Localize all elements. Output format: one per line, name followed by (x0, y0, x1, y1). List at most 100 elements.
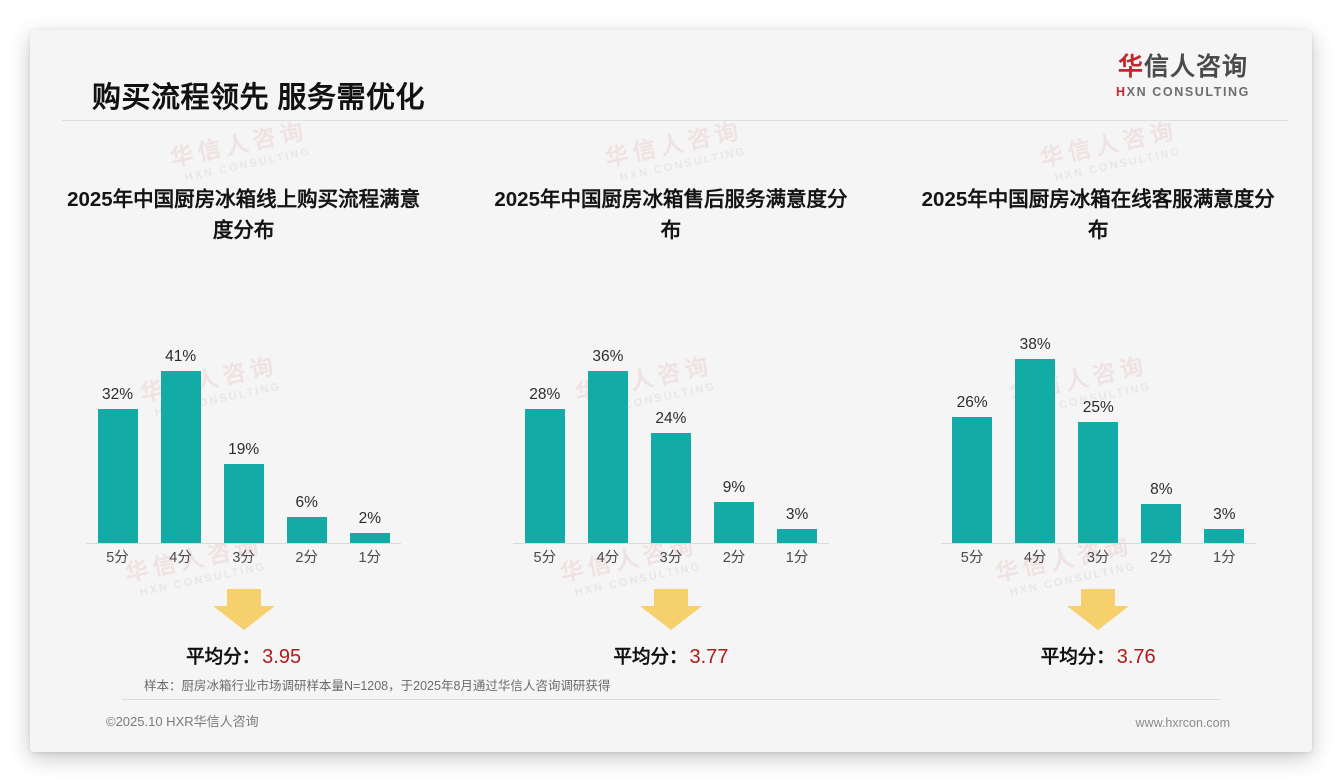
logo-cn-rest: 信人咨询 (1144, 53, 1249, 81)
logo-cn-first-char: 华 (1117, 53, 1144, 81)
slide-canvas: 华信人咨询 HXN CONSULTING 华信人咨询 HXN CONSULTIN… (30, 30, 1312, 752)
x-axis-tick-label: 4分 (1023, 550, 1047, 566)
bar-item[interactable]: 41% (149, 291, 212, 543)
bar-rect[interactable] (97, 409, 138, 543)
bar-item[interactable]: 24% (639, 291, 702, 543)
x-axis-line (940, 543, 1256, 544)
bar-value-label: 3% (1213, 505, 1236, 523)
average-score: 平均分： 3.76 (899, 643, 1298, 669)
x-axis-tick-label: 4分 (169, 550, 192, 566)
x-axis-tick-label: 2分 (722, 550, 746, 566)
bar-value-label: 6% (295, 493, 318, 511)
average-label: 平均分： (1040, 646, 1115, 667)
arrow-head (1067, 606, 1130, 630)
bar-rect[interactable] (952, 417, 993, 543)
bar-item[interactable]: 26% (941, 291, 1004, 543)
bar-item[interactable]: 38% (1004, 291, 1067, 543)
bar-value-label: 2% (358, 509, 381, 527)
arrow-head (212, 606, 275, 630)
x-axis-labels: 5分 4分 3分 2分 1分 (86, 546, 401, 567)
bar-rect[interactable] (650, 433, 691, 543)
bar-item[interactable]: 25% (1067, 291, 1130, 543)
chart-title: 2025年中国厨房冰箱线上购买流程满意度分布 (67, 188, 421, 242)
bar-item[interactable]: 32% (86, 291, 149, 543)
x-axis-tick-label: 3分 (659, 550, 683, 566)
bar-rect[interactable] (777, 529, 818, 543)
arrow-stem (653, 589, 688, 606)
logo-en-first-char: H (1116, 85, 1127, 99)
bar-group: 28% 36% 24% 9% (513, 291, 828, 543)
bar-rect[interactable] (286, 517, 327, 543)
bar-value-label: 36% (592, 347, 624, 365)
average-value: 3.95 (262, 646, 302, 668)
average-score: 平均分： 3.77 (471, 643, 870, 669)
down-arrow-container (44, 586, 443, 634)
bar-value-label: 8% (1150, 480, 1173, 498)
copyright-text: ©2025.10 HXR华信人咨询 (106, 714, 259, 729)
charts-row: 2025年中国厨房冰箱线上购买流程满意度分布 32% 41% 19% (30, 130, 1312, 669)
arrow-head (639, 606, 702, 630)
x-axis-tick-label: 1分 (1213, 550, 1236, 566)
x-axis-tick-label: 2分 (295, 550, 318, 566)
x-axis-tick-label: 5分 (533, 550, 557, 566)
header-divider (62, 120, 1288, 121)
bar-rect[interactable] (1078, 422, 1119, 543)
bar-value-label: 28% (529, 385, 561, 403)
chart-column-2: 2025年中国厨房冰箱售后服务满意度分布 28% 36% 24% (457, 130, 884, 669)
bar-rect[interactable] (1015, 359, 1056, 543)
average-label: 平均分： (613, 646, 688, 667)
arrow-stem (1081, 589, 1116, 606)
bar-item[interactable]: 19% (212, 291, 275, 543)
x-axis-tick-label: 1分 (785, 550, 809, 566)
bar-item[interactable]: 9% (702, 291, 765, 543)
bar-rect[interactable] (1141, 504, 1182, 543)
average-value: 3.76 (1116, 646, 1156, 668)
average-score: 平均分： 3.95 (44, 643, 443, 669)
x-axis-line (86, 543, 402, 544)
x-axis-tick-label: 4分 (596, 550, 620, 566)
bar-item[interactable]: 3% (1193, 291, 1256, 543)
bar-rect[interactable] (349, 533, 390, 543)
average-value: 3.77 (689, 646, 729, 668)
bar-rect[interactable] (714, 502, 754, 543)
down-arrow-container (899, 586, 1298, 634)
logo-english-text: HXN CONSULTING (1098, 85, 1268, 99)
x-axis-tick-label: 3分 (232, 550, 255, 566)
bar-value-label: 32% (102, 385, 134, 403)
bar-value-label: 9% (722, 478, 746, 496)
x-axis-tick-label: 1分 (358, 550, 382, 566)
x-axis-tick-label: 3分 (1086, 550, 1110, 566)
arrow-stem (226, 589, 261, 606)
logo-chinese-text: 华信人咨询 (1098, 52, 1268, 82)
chart-column-1: 2025年中国厨房冰箱线上购买流程满意度分布 32% 41% 19% (30, 130, 457, 669)
bar-chart-2: 28% 36% 24% 9% (513, 284, 829, 566)
bar-group: 26% 38% 25% 8% (941, 291, 1256, 543)
bar-rect[interactable] (160, 371, 201, 543)
bar-rect[interactable] (524, 409, 565, 543)
bar-value-label: 38% (1019, 335, 1051, 353)
bar-rect[interactable] (1204, 529, 1245, 543)
bar-item[interactable]: 8% (1130, 291, 1193, 543)
bar-value-label: 26% (956, 393, 988, 411)
bar-item[interactable]: 3% (766, 291, 829, 543)
bar-rect[interactable] (223, 464, 264, 543)
sample-note: 样本：厨房冰箱行业市场调研样本量N=1208，于2025年8月通过华信人咨询调研… (144, 679, 611, 693)
bar-rect[interactable] (587, 371, 628, 543)
bar-item[interactable]: 2% (338, 291, 401, 543)
bar-chart-1: 32% 41% 19% 6% (86, 284, 402, 566)
logo-en-rest: XN CONSULTING (1126, 85, 1250, 99)
bar-value-label: 3% (785, 505, 809, 523)
bar-item[interactable]: 28% (513, 291, 576, 543)
x-axis-labels: 5分 4分 3分 2分 1分 (941, 546, 1256, 567)
x-axis-tick-label: 5分 (106, 550, 129, 566)
bar-item[interactable]: 36% (576, 291, 639, 543)
bar-value-label: 24% (655, 409, 687, 427)
bar-item[interactable]: 6% (275, 291, 338, 543)
average-label: 平均分： (186, 646, 261, 667)
bar-value-label: 25% (1082, 398, 1114, 416)
chart-column-3: 2025年中国厨房冰箱在线客服满意度分布 26% 38% 25% (885, 130, 1312, 669)
bar-value-label: 19% (228, 440, 260, 458)
website-url[interactable]: www.hxrcon.com (1135, 716, 1230, 730)
slide-header: 购买流程领先 服务需优化 华信人咨询 HXN CONSULTING (30, 30, 1312, 122)
footer-divider (122, 699, 1220, 700)
